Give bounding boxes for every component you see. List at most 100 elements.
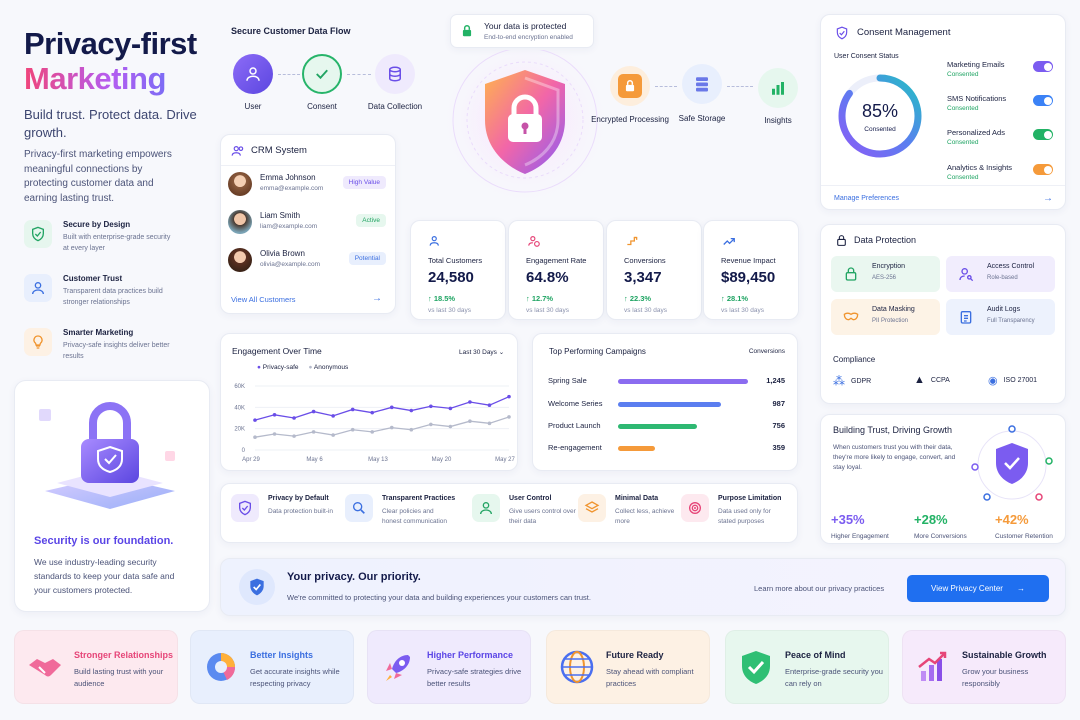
stat-card-total-customers: Total Customers 24,580 ↑ 18.5% vs last 3… xyxy=(410,220,506,320)
data-point[interactable] xyxy=(272,413,277,417)
customer-name: Olivia Brown xyxy=(260,249,305,258)
data-point[interactable] xyxy=(370,410,375,415)
engagement-chart-card: Engagement Over Time Last 30 Days ⌄ ● Pr… xyxy=(220,333,518,471)
data-point[interactable] xyxy=(331,414,335,418)
benefit-desc: Stay ahead with compliant practices xyxy=(606,667,694,688)
data-point[interactable] xyxy=(292,416,296,420)
campaign-row[interactable]: Welcome Series 987 xyxy=(548,399,788,413)
learn-more-link[interactable]: Learn more about our privacy practices xyxy=(754,584,885,593)
data-point[interactable] xyxy=(468,400,472,404)
data-point[interactable] xyxy=(253,435,257,439)
shield-check-icon xyxy=(24,220,52,248)
data-point[interactable] xyxy=(311,409,316,414)
data-point[interactable] xyxy=(429,404,433,409)
data-point[interactable] xyxy=(350,407,355,412)
foundation-card xyxy=(14,380,210,612)
data-point[interactable] xyxy=(311,430,316,434)
protected-badge: Your data is protected End-to-end encryp… xyxy=(450,14,594,48)
toggle-switch[interactable] xyxy=(1033,129,1053,140)
crm-row[interactable]: Liam Smith liam@example.com Active xyxy=(228,210,386,240)
pie-chart-icon xyxy=(207,653,236,681)
stat-change: ↑ 28.1% xyxy=(721,294,749,303)
toggle-switch[interactable] xyxy=(1033,95,1053,106)
toggle-switch[interactable] xyxy=(1033,61,1053,72)
banner-title: Your privacy. Our priority. xyxy=(287,571,421,583)
data-point[interactable] xyxy=(272,432,277,436)
benefit-higher-performance: Higher Performance Privacy-safe strategi… xyxy=(367,630,531,704)
stat-period: vs last 30 days xyxy=(526,307,569,314)
data-point[interactable] xyxy=(487,403,492,407)
banner-description: We're committed to protecting your data … xyxy=(287,593,591,602)
user-icon xyxy=(24,274,52,302)
bar-chart-icon xyxy=(769,79,787,97)
data-point[interactable] xyxy=(253,418,257,422)
data-point[interactable] xyxy=(409,427,414,432)
flow-label: User xyxy=(244,102,262,111)
feature-desc: Built with enterprise-grade security at … xyxy=(63,234,171,252)
campaign-row[interactable]: Re-engagement 359 xyxy=(548,443,788,457)
range-dropdown[interactable]: Last 30 Days ⌄ xyxy=(459,348,504,356)
data-point[interactable] xyxy=(448,424,453,429)
crm-title: CRM System xyxy=(251,145,307,156)
x-tick-label: Apr 29 xyxy=(242,457,260,463)
stat-value: 64.8% xyxy=(526,269,569,286)
arrow-right-icon[interactable]: → xyxy=(372,293,382,304)
data-point[interactable] xyxy=(370,430,375,434)
crm-row[interactable]: Olivia Brown olivia@example.com Potentia… xyxy=(228,248,386,278)
data-point[interactable] xyxy=(350,427,355,432)
campaign-value: 1,245 xyxy=(766,376,785,385)
data-point[interactable] xyxy=(292,434,296,438)
user-icon xyxy=(472,494,500,522)
data-point[interactable] xyxy=(389,425,394,430)
crm-row[interactable]: Emma Johnson emma@example.com High Value xyxy=(228,172,386,202)
data-point[interactable] xyxy=(389,405,394,410)
campaign-bar xyxy=(618,402,721,407)
campaigns-title: Top Performing Campaigns xyxy=(549,347,646,356)
chevron-down-icon: ⌄ xyxy=(498,349,505,356)
consent-toggle-marketing-emails[interactable]: Marketing Emails Consented xyxy=(947,60,1057,84)
view-privacy-center-button[interactable]: View Privacy Center → xyxy=(907,575,1049,602)
shield-check-icon xyxy=(835,26,849,40)
data-point[interactable] xyxy=(468,419,472,423)
growth-stat-value: +28% xyxy=(914,512,948,527)
protected-subtitle: End-to-end encryption enabled xyxy=(484,34,573,41)
growth-stat-label: Higher Engagement xyxy=(831,533,889,540)
data-point[interactable] xyxy=(507,394,511,399)
compliance-title: Compliance xyxy=(833,355,876,364)
data-point[interactable] xyxy=(487,421,492,426)
consent-percent-label: Consented xyxy=(864,126,896,133)
stat-value: 3,347 xyxy=(624,269,662,286)
protection-audit-logs: Audit Logs Full Transparency xyxy=(946,299,1055,335)
foundation-title: Security is our foundation. xyxy=(34,535,174,547)
hero-tagline: Build trust. Protect data. Drive growth. xyxy=(24,107,197,140)
benefit-title: Higher Performance xyxy=(427,650,514,660)
growth-stat: +35% Higher Engagement xyxy=(831,512,911,540)
lock-icon xyxy=(841,264,861,284)
feature-title: Smarter Marketing xyxy=(63,328,134,337)
lock-icon xyxy=(835,234,848,247)
legend-item: ● Privacy-safe xyxy=(257,364,299,371)
campaign-row[interactable]: Spring Sale 1,245 xyxy=(548,376,788,390)
consent-toggle-personalized-ads[interactable]: Personalized Ads Consented xyxy=(947,128,1057,152)
growth-stat-value: +42% xyxy=(995,512,1029,527)
data-point[interactable] xyxy=(331,433,335,437)
principle-user-control: User Control Give users control over the… xyxy=(472,490,584,538)
principle-desc: Collect less, achieve more xyxy=(615,508,675,526)
consent-toggle-analytics[interactable]: Analytics & Insights Consented xyxy=(947,163,1057,187)
data-point[interactable] xyxy=(507,415,511,419)
stat-period: vs last 30 days xyxy=(624,307,667,314)
data-point[interactable] xyxy=(429,422,433,427)
customer-email: liam@example.com xyxy=(260,223,318,230)
x-tick-label: May 13 xyxy=(368,457,388,463)
view-all-customers-link[interactable]: View All Customers xyxy=(231,295,296,304)
arrow-right-icon[interactable]: → xyxy=(1043,193,1053,204)
campaign-row[interactable]: Product Launch 756 xyxy=(548,421,788,435)
toggle-switch[interactable] xyxy=(1033,164,1053,175)
toggle-status: Consented xyxy=(947,71,979,78)
manage-preferences-link[interactable]: Manage Preferences xyxy=(834,195,899,202)
flow-label: Encrypted Processing xyxy=(591,115,669,124)
data-point[interactable] xyxy=(409,408,414,413)
padlock-illustration xyxy=(39,402,175,509)
data-point[interactable] xyxy=(448,406,453,411)
consent-toggle-sms[interactable]: SMS Notifications Consented xyxy=(947,94,1057,118)
